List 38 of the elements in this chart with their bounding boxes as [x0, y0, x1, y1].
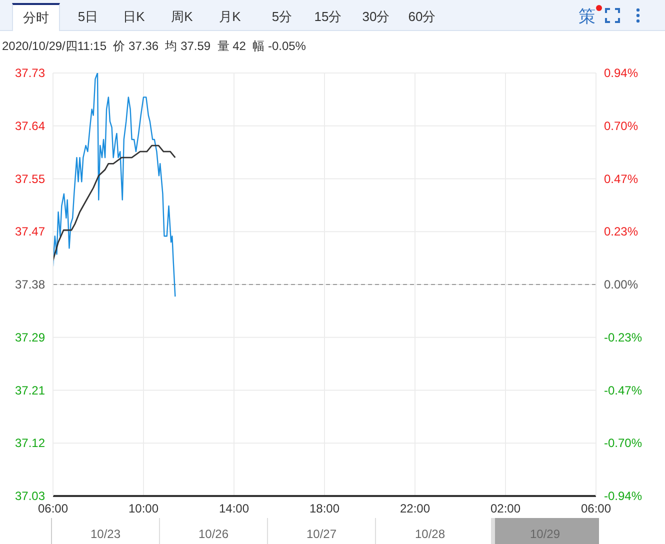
text: 5日	[76, 8, 100, 26]
y2-tick-label: -0.94%	[604, 489, 642, 503]
x-tick-label: 06:00	[580, 502, 612, 516]
y-tick-label: 37.38	[14, 278, 46, 292]
text: 15分	[313, 8, 343, 26]
y-tick-label: 37.29	[14, 330, 46, 344]
y2-tick-label: -0.70%	[604, 436, 642, 450]
x-tick-label: 02:00	[490, 502, 521, 516]
text: 策	[578, 6, 596, 28]
y2-tick-label: 0.94%	[604, 66, 638, 80]
y2-tick-label: -0.47%	[604, 383, 642, 398]
y-tick-label: 37.03	[14, 489, 46, 503]
text: 30分	[361, 8, 391, 26]
time-navigator: 10/23 10/26 10/27 10/28 10/29	[51, 518, 599, 544]
line-series	[53, 144, 176, 262]
text: 周K	[170, 8, 194, 26]
y2-tick-label: 0.70%	[604, 118, 638, 133]
text: 日K	[122, 8, 146, 26]
y-tick-label: 37.55	[14, 172, 46, 186]
x-tick-label: 10:00	[128, 502, 159, 516]
text: 月K	[218, 8, 242, 26]
text: 5分	[270, 8, 294, 26]
x-tick-label: 22:00	[400, 502, 430, 516]
y2-tick-label: -0.23%	[604, 330, 642, 344]
y-tick-label: 37.12	[14, 436, 46, 450]
chart-subtitle: 2020/10/29/四11:15 价 37.36 均 37.59 量 42 幅 -0.05%	[2, 38, 306, 55]
y-tick-label: 37.21	[14, 383, 46, 398]
line-series	[53, 73, 176, 298]
y2-tick-label: 0.23%	[604, 224, 638, 239]
y2-tick-label: 0.00%	[604, 278, 638, 292]
y-tick-label: 37.47	[14, 224, 46, 239]
text: 60分	[407, 8, 437, 26]
x-tick-label: 18:00	[309, 502, 340, 516]
y2-tick-label: 0.47%	[604, 172, 638, 186]
y-tick-label: 37.73	[14, 66, 46, 80]
x-tick-label: 14:00	[218, 502, 250, 516]
x-tick-label: 06:00	[38, 502, 68, 516]
y-tick-label: 37.64	[14, 118, 46, 133]
